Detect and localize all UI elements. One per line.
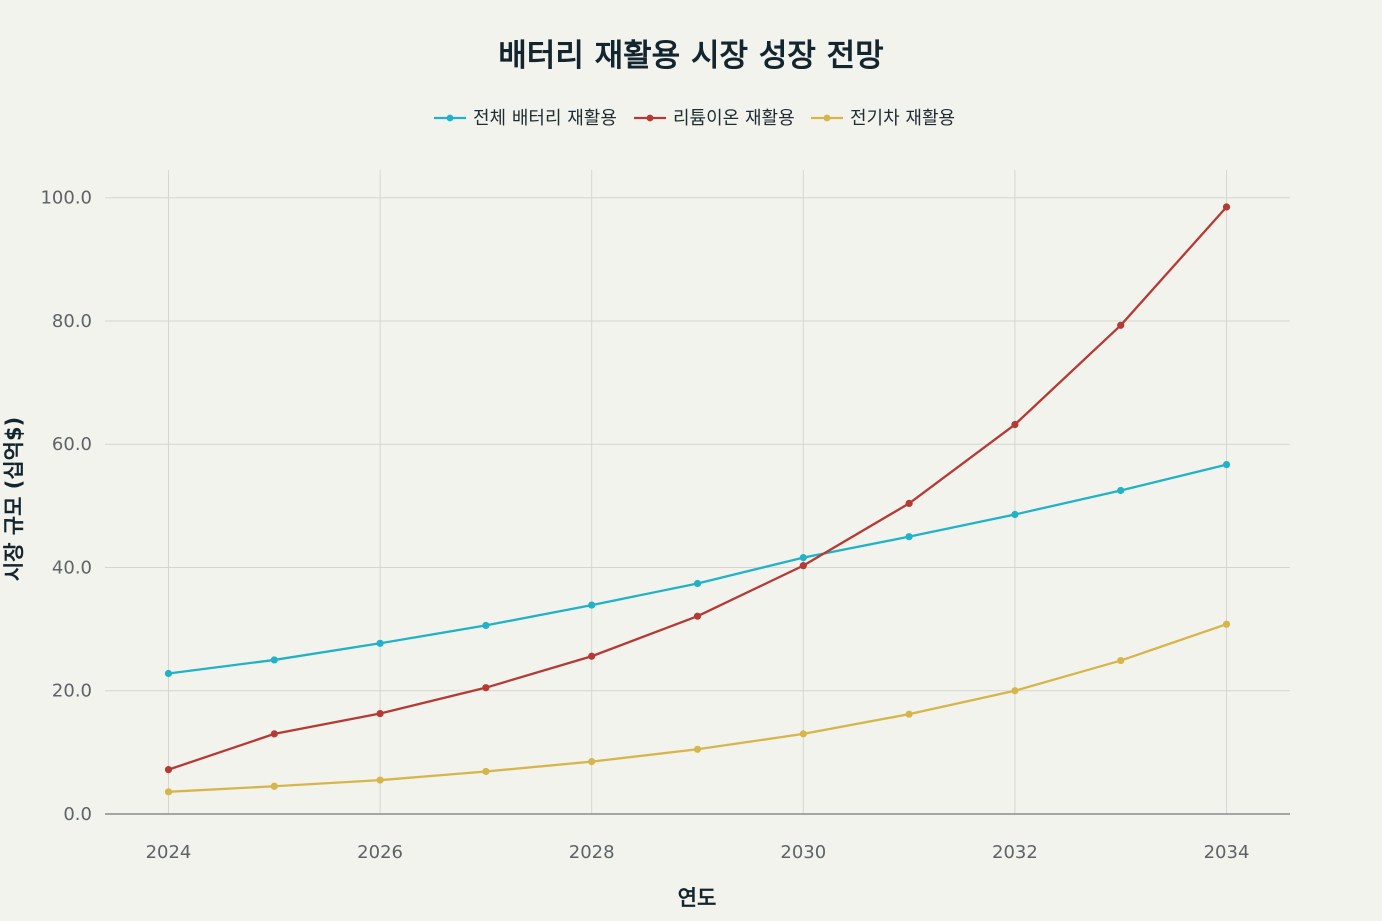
data-point-lithium-ion-2026[interactable] bbox=[376, 709, 384, 718]
data-point-lithium-ion-2034[interactable] bbox=[1222, 203, 1231, 211]
data-point-total-2032[interactable] bbox=[1011, 510, 1019, 519]
data-point-lithium-ion-2029[interactable] bbox=[693, 612, 702, 620]
legend-marker-ev bbox=[823, 114, 831, 122]
data-point-total-2025[interactable] bbox=[270, 656, 278, 664]
legend-label-lithium-ion: 리튬이온 재활용 bbox=[673, 108, 795, 129]
x-axis-ticks: 2024 2026 2028 2030 2032 2034 bbox=[146, 842, 1250, 863]
x-axis-title: 연도 bbox=[678, 886, 717, 910]
x-tick-label-2024: 2024 bbox=[146, 842, 192, 863]
y-tick-label-0.0: 0.0 bbox=[63, 804, 92, 825]
y-tick-label-80.0: 80.0 bbox=[52, 311, 92, 332]
data-point-lithium-ion-2033[interactable] bbox=[1117, 321, 1125, 329]
data-point-total-2034[interactable] bbox=[1222, 460, 1231, 469]
series-line-ev bbox=[168, 623, 1227, 793]
data-point-total-2026[interactable] bbox=[376, 639, 384, 647]
data-point-ev-2024[interactable] bbox=[164, 788, 173, 796]
legend-marker-lithium-ion bbox=[646, 114, 654, 122]
data-point-ev-2029[interactable] bbox=[693, 745, 702, 753]
data-point-ev-2025[interactable] bbox=[270, 782, 278, 790]
data-point-ev-2026[interactable] bbox=[376, 776, 384, 784]
x-tick-label-2032: 2032 bbox=[992, 842, 1038, 863]
x-tick-label-2034: 2034 bbox=[1204, 842, 1250, 863]
y-tick-label-60.0: 60.0 bbox=[52, 434, 92, 455]
series-line-total bbox=[168, 463, 1227, 675]
data-point-lithium-ion-2030[interactable] bbox=[799, 562, 807, 570]
data-point-total-2033[interactable] bbox=[1117, 486, 1125, 495]
series-group bbox=[164, 203, 1231, 796]
legend-item-total[interactable]: 전체 배터리 재활용 bbox=[434, 108, 617, 129]
legend-item-lithium-ion[interactable]: 리튬이온 재활용 bbox=[634, 108, 795, 129]
grid bbox=[105, 170, 1290, 815]
data-point-lithium-ion-2028[interactable] bbox=[588, 652, 596, 660]
data-point-ev-2032[interactable] bbox=[1011, 687, 1019, 695]
data-point-lithium-ion-2027[interactable] bbox=[482, 684, 490, 692]
data-point-total-2024[interactable] bbox=[164, 669, 173, 678]
data-point-ev-2028[interactable] bbox=[588, 758, 596, 766]
series-line-lithium-ion bbox=[168, 206, 1228, 771]
data-point-total-2027[interactable] bbox=[482, 621, 490, 630]
data-point-total-2028[interactable] bbox=[588, 601, 596, 609]
legend: 전체 배터리 재활용 리튬이온 재활용 전기차 재활용 bbox=[434, 108, 955, 129]
y-axis-title: 시장 규모 (십억$) bbox=[2, 417, 26, 581]
data-point-ev-2030[interactable] bbox=[799, 730, 807, 738]
data-point-ev-2027[interactable] bbox=[482, 767, 490, 776]
y-tick-label-100.0: 100.0 bbox=[40, 188, 92, 209]
x-tick-label-2026: 2026 bbox=[357, 842, 403, 863]
data-point-lithium-ion-2024[interactable] bbox=[164, 766, 173, 774]
data-point-ev-2033[interactable] bbox=[1117, 656, 1125, 665]
chart-title: 배터리 재활용 시장 성장 전망 bbox=[498, 38, 883, 74]
legend-item-ev[interactable]: 전기차 재활용 bbox=[811, 108, 955, 129]
x-tick-label-2030: 2030 bbox=[780, 842, 826, 863]
data-point-ev-2031[interactable] bbox=[905, 710, 913, 718]
y-axis-ticks: 0.0 20.0 40.0 60.0 80.0 100.0 bbox=[40, 188, 92, 825]
data-point-ev-2034[interactable] bbox=[1222, 620, 1231, 628]
data-point-total-2029[interactable] bbox=[693, 579, 702, 588]
data-point-total-2031[interactable] bbox=[905, 533, 913, 541]
y-tick-label-40.0: 40.0 bbox=[52, 557, 92, 578]
legend-label-ev: 전기차 재활용 bbox=[850, 108, 955, 129]
legend-marker-total bbox=[446, 114, 454, 122]
legend-label-total: 전체 배터리 재활용 bbox=[473, 108, 617, 129]
data-point-lithium-ion-2031[interactable] bbox=[905, 499, 913, 508]
data-point-lithium-ion-2025[interactable] bbox=[270, 730, 278, 738]
data-point-lithium-ion-2032[interactable] bbox=[1011, 420, 1019, 429]
data-point-total-2030[interactable] bbox=[799, 554, 807, 562]
x-tick-label-2028: 2028 bbox=[569, 842, 615, 863]
y-tick-label-20.0: 20.0 bbox=[52, 681, 92, 702]
